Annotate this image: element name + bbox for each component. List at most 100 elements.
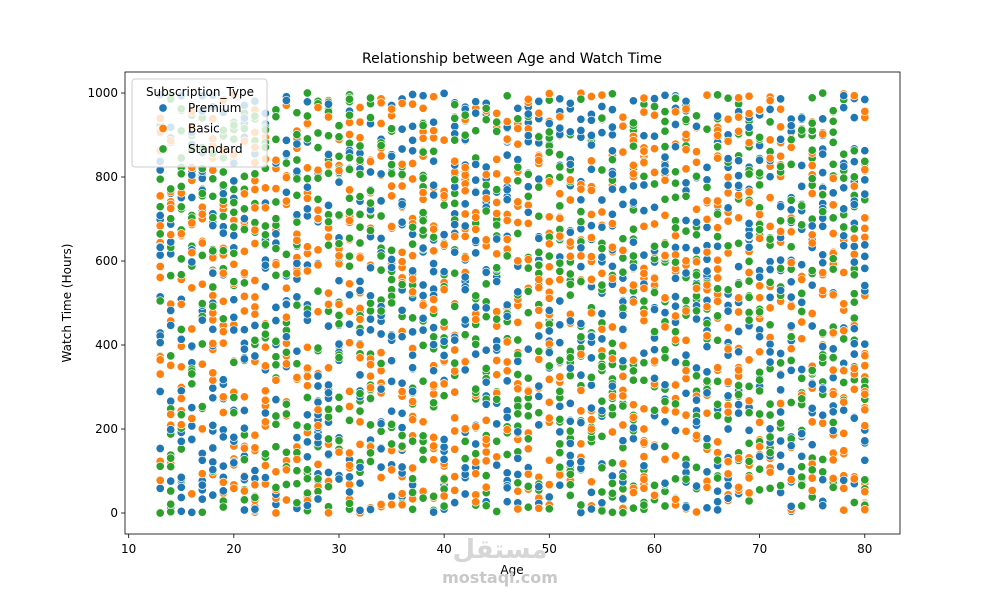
scatter-point xyxy=(523,444,533,454)
scatter-point xyxy=(408,89,418,100)
scatter-point xyxy=(807,188,817,199)
scatter-point xyxy=(365,383,376,393)
scatter-point xyxy=(776,161,786,172)
scatter-point xyxy=(397,124,407,134)
scatter-point xyxy=(418,376,428,386)
scatter-point xyxy=(429,491,439,501)
scatter-point xyxy=(471,236,481,246)
scatter-point xyxy=(670,425,681,436)
legend-label: Basic xyxy=(188,122,220,136)
scatter-point xyxy=(534,132,544,142)
scatter-point xyxy=(597,101,607,112)
scatter-point xyxy=(523,344,533,354)
scatter-point xyxy=(786,355,796,366)
scatter-point xyxy=(681,104,691,114)
scatter-point xyxy=(460,130,470,140)
scatter-point xyxy=(450,219,460,230)
scatter-point xyxy=(387,298,397,308)
scatter-point xyxy=(628,169,638,179)
scatter-point xyxy=(828,127,838,137)
scatter-point xyxy=(302,118,312,129)
scatter-point xyxy=(618,324,628,334)
scatter-point xyxy=(691,283,702,293)
scatter-point xyxy=(786,441,796,451)
scatter-point xyxy=(513,478,523,488)
scatter-point xyxy=(481,206,491,216)
scatter-point xyxy=(755,442,765,452)
scatter-point xyxy=(250,184,260,195)
scatter-point xyxy=(670,335,681,345)
scatter-point xyxy=(797,480,807,490)
scatter-point xyxy=(734,380,744,391)
scatter-point xyxy=(555,401,565,411)
scatter-point xyxy=(229,176,239,186)
scatter-point xyxy=(439,267,449,277)
scatter-point xyxy=(565,227,575,237)
scatter-point xyxy=(155,483,165,493)
scatter-point xyxy=(460,454,470,464)
scatter-point xyxy=(355,439,365,449)
scatter-point xyxy=(439,501,449,511)
scatter-point xyxy=(797,125,807,135)
scatter-point xyxy=(786,475,796,485)
scatter-point xyxy=(365,360,376,370)
scatter-point xyxy=(765,117,775,127)
scatter-point xyxy=(534,354,544,364)
scatter-point xyxy=(702,196,712,206)
scatter-point xyxy=(313,381,323,391)
scatter-point xyxy=(302,392,312,403)
scatter-point xyxy=(639,452,649,462)
scatter-point xyxy=(576,276,586,287)
scatter-point xyxy=(755,168,765,178)
scatter-point xyxy=(387,221,397,232)
scatter-point xyxy=(166,360,176,370)
scatter-point xyxy=(534,381,544,391)
scatter-point xyxy=(250,292,260,302)
scatter-point xyxy=(365,263,376,273)
scatter-point xyxy=(376,118,386,129)
scatter-point xyxy=(660,142,670,152)
scatter-point xyxy=(481,399,491,409)
scatter-point xyxy=(397,387,407,397)
scatter-point xyxy=(555,266,565,276)
scatter-point xyxy=(755,155,765,165)
scatter-point xyxy=(744,488,754,498)
scatter-point xyxy=(355,406,365,416)
scatter-point xyxy=(734,326,744,337)
scatter-point xyxy=(502,195,512,205)
scatter-point xyxy=(744,91,754,101)
scatter-point xyxy=(723,469,733,479)
scatter-point xyxy=(492,108,502,118)
scatter-point xyxy=(860,487,870,497)
scatter-point xyxy=(313,494,323,504)
scatter-point xyxy=(313,260,323,270)
scatter-point xyxy=(155,461,165,471)
legend-marker xyxy=(158,144,168,154)
scatter-point xyxy=(786,292,796,302)
scatter-point xyxy=(218,314,228,324)
scatter-point xyxy=(376,384,386,394)
scatter-point xyxy=(271,260,281,270)
scatter-point xyxy=(818,268,828,278)
scatter-point xyxy=(323,200,334,210)
scatter-point xyxy=(260,386,270,396)
scatter-point xyxy=(586,274,596,284)
scatter-point xyxy=(155,355,165,365)
scatter-point xyxy=(797,274,807,285)
scatter-point xyxy=(618,285,628,295)
scatter-point xyxy=(397,181,407,191)
scatter-point xyxy=(786,467,796,477)
x-axis-label: Age xyxy=(500,563,523,577)
scatter-point xyxy=(418,431,428,441)
scatter-point xyxy=(544,455,554,465)
scatter-point xyxy=(849,241,859,251)
scatter-point xyxy=(586,308,596,318)
scatter-point xyxy=(639,438,649,448)
scatter-point xyxy=(166,396,176,406)
scatter-point xyxy=(418,91,428,101)
scatter-point xyxy=(197,494,207,504)
scatter-point xyxy=(744,396,754,406)
scatter-point xyxy=(292,479,302,489)
scatter-point xyxy=(713,223,723,233)
